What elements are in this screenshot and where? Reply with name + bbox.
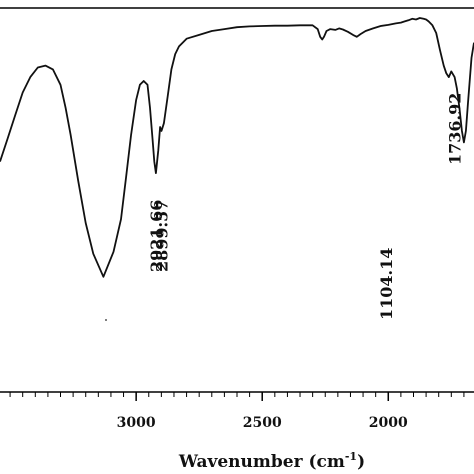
x-tick-label: 2500: [243, 415, 282, 431]
x-axis-major-ticks: [135, 392, 390, 401]
x-tick-label: 2000: [369, 415, 408, 431]
peak-label: 1104.14: [377, 248, 396, 320]
stray-dot: [105, 319, 107, 321]
spectrum-line: [0, 17, 474, 278]
x-axis-title: Wavenumber (cm-1): [178, 450, 365, 472]
peak-label: 2921.66: [147, 200, 166, 272]
peak-label: 2899.57: [153, 200, 172, 272]
peak-label: 1736.92: [446, 93, 465, 165]
x-tick-label: 3000: [117, 415, 156, 431]
x-axis-tick-labels: 3000 2500 2000: [117, 415, 408, 431]
